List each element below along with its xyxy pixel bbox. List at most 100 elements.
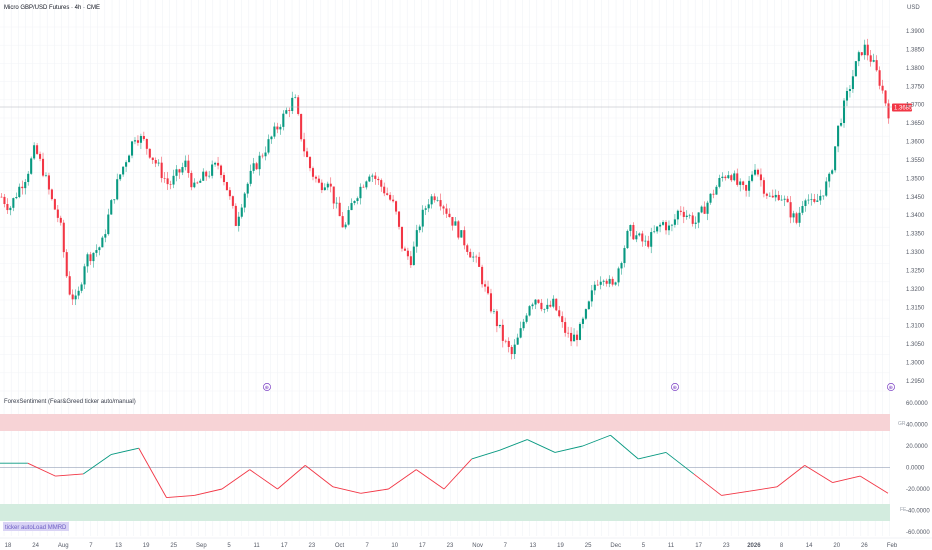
candle-body [762,180,765,194]
candle-body [724,176,727,179]
candle-body [753,169,757,175]
candle-body [350,203,353,211]
price-tick-label: 1.3700 [906,103,925,109]
date-tick-label: 17 [281,543,288,549]
candlestick-series[interactable] [0,38,890,360]
candle-body [863,44,866,56]
candle-body [804,200,807,207]
candle-body [522,321,525,329]
candle-body [154,159,157,164]
candle-body [95,250,98,253]
candle-body [237,216,240,226]
candle-body [136,140,139,143]
candle-body [837,125,840,147]
candle-body [3,196,6,205]
candle-body [466,245,469,252]
sentiment-segment [860,475,889,494]
candle-body [623,248,626,264]
candle-body [733,173,736,181]
candle-body [104,234,107,238]
greed-band [0,414,890,431]
autoload-badge[interactable] [3,522,69,531]
candle-body [730,175,733,181]
sentiment-segment [221,469,251,490]
sentiment-segment [27,462,56,477]
candle-body [27,173,30,182]
candle-body [148,148,151,158]
candle-body [842,100,846,123]
sentiment-segment [527,439,556,453]
fear-band-label: FE [900,507,907,513]
date-axis: 18 24 Aug 7 13 19 25 Sep 5 11 17 23 Oct 7 10 17 23 Nov 7 13… [5,543,898,549]
candle-body [759,174,762,181]
candle-body [448,213,451,218]
candle-body [249,170,252,184]
date-tick-label: 5 [642,543,646,549]
candle-body [445,208,448,214]
event-marker-icon[interactable]: ⊕ [887,383,895,391]
candle-body [475,256,478,258]
date-tick-label: 7 [504,543,508,549]
sentiment-segment [332,486,361,494]
sentiment-segment [471,449,500,460]
candle-body [329,183,332,187]
candle-body [228,190,231,197]
candle-body [175,169,178,176]
event-marker-icon[interactable]: ⊕ [263,383,271,391]
candle-body [139,135,142,143]
date-tick-label: 17 [695,543,702,549]
candle-body [163,178,166,179]
candle-body [39,153,42,159]
candle-body [745,185,748,191]
candle-body [596,284,599,286]
price-tick-label: 1.3900 [906,29,925,35]
candle-body [516,337,519,345]
candle-body [74,295,77,300]
candle-body [344,224,347,228]
candle-body [181,167,184,173]
candle-body [335,202,338,204]
candle-body [205,171,208,177]
candle-body [80,284,83,291]
candle-body [184,160,187,168]
date-tick-label: Aug [58,543,69,549]
date-tick-label: Sep [196,543,207,549]
candle-body [498,324,501,327]
candle-body [854,61,857,77]
candle-body [599,281,602,285]
candle-body [878,70,881,86]
price-tick-label: 1.2950 [906,379,925,385]
price-tick-label: 1.3400 [906,213,925,219]
sentiment-segment [610,434,639,460]
greed-band-label: GR [898,421,906,427]
candle-body [297,97,300,114]
candle-body [389,194,392,200]
date-tick-label: 2026 [747,543,761,549]
candle-body [481,266,484,285]
candle-body [593,284,596,291]
candle-body [392,199,395,202]
sentiment-segment [277,465,306,490]
indicator-title: ForexSentiment (Fear&Greed ticker auto/m… [4,399,136,405]
candle-body [531,304,534,307]
candle-body [288,110,291,111]
event-marker-icon[interactable]: ⊕ [671,383,679,391]
candle-body [157,162,160,164]
date-tick-label: Nov [472,543,483,549]
candle-body [234,205,237,226]
candle-body [377,178,380,181]
indicator-tick-label: 60.0000 [906,401,928,407]
candle-body [700,206,703,213]
indicator-tick-label: 20.0000 [906,444,928,450]
candle-body [285,110,288,114]
candle-body [338,202,341,217]
candle-body [279,126,282,130]
price-tick-label: 1.3150 [906,305,925,311]
sentiment-line[interactable] [0,434,889,499]
candle-body [33,145,36,159]
candle-body [653,231,656,233]
sentiment-segment [499,439,528,451]
candle-body [460,230,463,238]
price-tick-label: 1.3800 [906,66,925,72]
